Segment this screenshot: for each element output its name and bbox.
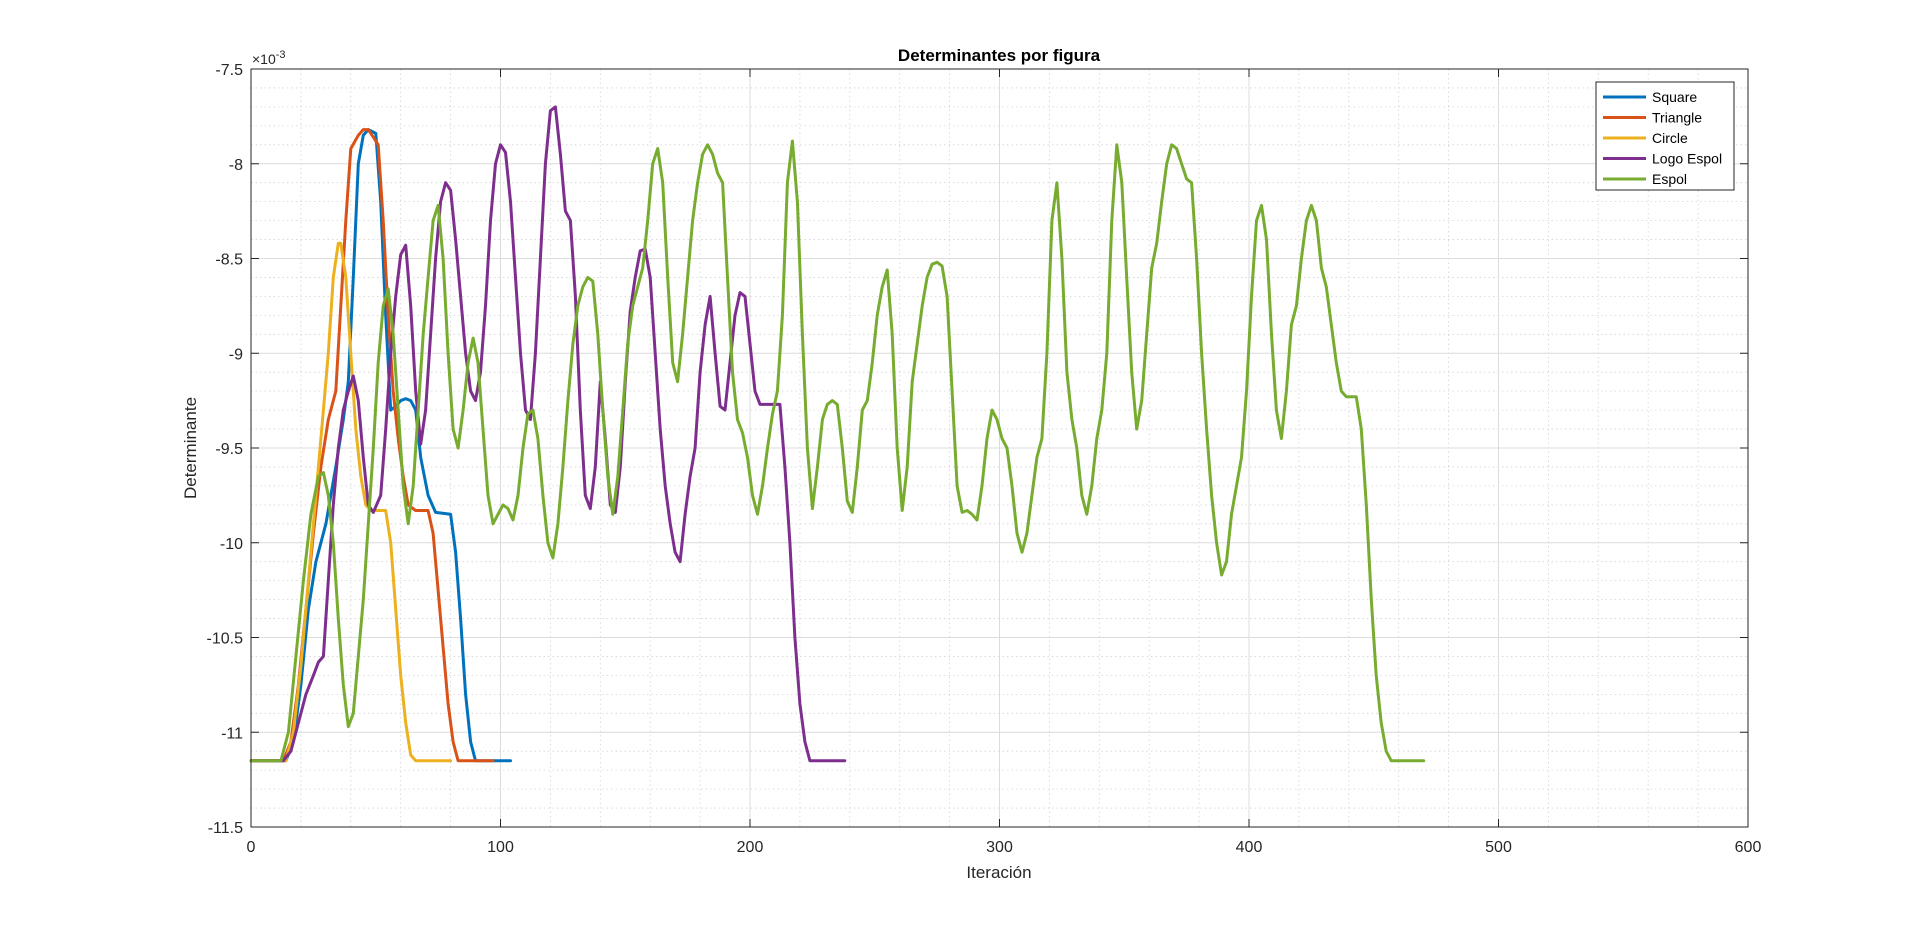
legend-label-espol: Espol <box>1652 171 1687 187</box>
legend-label-circle: Circle <box>1652 130 1688 146</box>
y-tick-label: -11 <box>221 725 243 742</box>
major-grid <box>251 69 1748 827</box>
x-tick-label: 0 <box>247 839 256 856</box>
y-axis-label: Determinante <box>181 397 200 499</box>
x-tick-label: 400 <box>1236 839 1263 856</box>
series-layer <box>249 105 1426 763</box>
legend-label-square: Square <box>1652 89 1697 105</box>
series-line-espol <box>249 139 1426 763</box>
legend: Square Triangle Circle Logo Espol Espol <box>1595 81 1735 191</box>
legend-label-triangle: Triangle <box>1652 110 1702 126</box>
axis-ticks <box>250 68 1749 828</box>
y-tick-labels: -11.5 -11 -10.5 -10 -9.5 -9 -8.5 -8 -7.5 <box>207 62 244 837</box>
y-tick-label: -8.5 <box>215 252 243 269</box>
y-tick-label: -7.5 <box>215 62 243 79</box>
legend-box <box>1595 81 1735 191</box>
x-tick-label: 500 <box>1485 839 1512 856</box>
chart-title: Determinantes por figura <box>898 46 1101 65</box>
y-exponent-power: -3 <box>276 49 286 61</box>
x-tick-label: 200 <box>737 839 764 856</box>
legend-label-logo-espol: Logo Espol <box>1652 151 1722 167</box>
y-tick-label: -10 <box>220 536 243 553</box>
y-tick-label: -9.5 <box>215 441 243 458</box>
series-line-square <box>249 128 512 763</box>
y-tick-label: -11.5 <box>208 820 243 837</box>
x-axis-label: Iteración <box>966 863 1031 882</box>
series-line-circle <box>249 241 453 763</box>
x-tick-label: 100 <box>487 839 514 856</box>
x-tick-labels: 0 100 200 300 400 500 600 <box>247 839 1762 856</box>
y-tick-label: -9 <box>229 346 243 363</box>
y-exponent-label: ×10-3 <box>252 49 286 67</box>
x-tick-label: 300 <box>986 839 1013 856</box>
y-exponent-base: ×10 <box>252 51 276 67</box>
series-line-logo-espol <box>249 105 847 763</box>
y-tick-label: -10.5 <box>207 631 244 648</box>
y-tick-label: -8 <box>229 157 243 174</box>
x-tick-label: 600 <box>1735 839 1762 856</box>
